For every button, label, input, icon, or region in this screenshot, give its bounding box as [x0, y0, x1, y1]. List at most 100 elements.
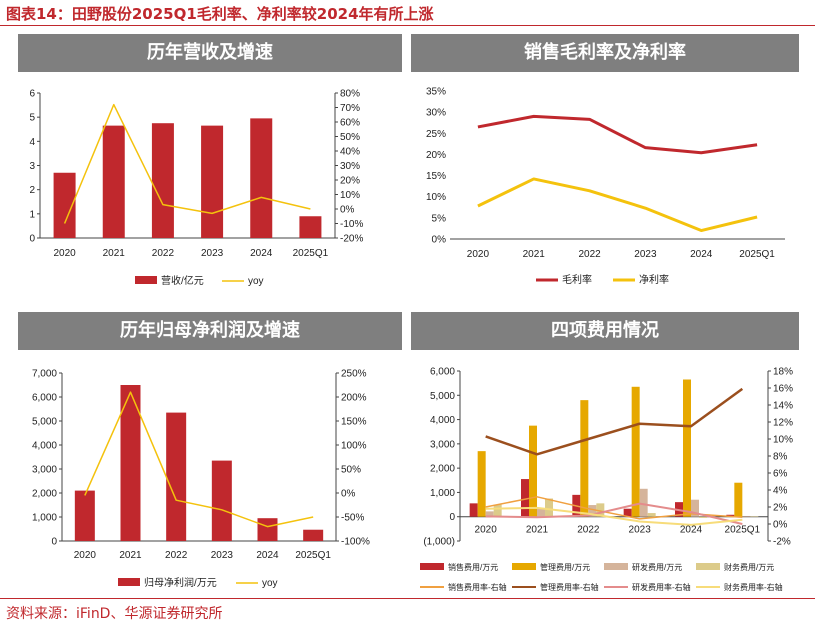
- y2-tick-label: 30%: [340, 161, 360, 172]
- source-note: 资料来源：iFinD、华源证券研究所: [6, 606, 223, 622]
- admin-expense-bar: [734, 482, 743, 517]
- top-rule: [0, 25, 815, 26]
- y-tick-label: 2,000: [430, 464, 455, 475]
- legend-label: 营收/亿元: [161, 274, 204, 287]
- legend-label: 财务费用/万元: [724, 562, 774, 572]
- y-tick-label: 5: [29, 113, 35, 124]
- x-tick-label: 2022: [165, 550, 188, 561]
- y-tick-label: 0%: [432, 235, 447, 246]
- rd-expense-bar: [691, 499, 699, 517]
- y-tick-label: 0: [449, 512, 455, 523]
- y-tick-label: 5%: [432, 213, 447, 224]
- x-tick-label: 2020: [475, 525, 498, 536]
- figure-title: 图表14：田野股份2025Q1毛利率、净利率较2024年有所上涨: [6, 5, 434, 23]
- x-tick-label: 2024: [256, 550, 279, 561]
- y-tick-label: 5,000: [32, 417, 57, 428]
- x-tick-label: 2025Q1: [293, 248, 329, 259]
- admin-rate-line: [485, 387, 744, 456]
- y-tick-label: 5,000: [430, 391, 455, 402]
- yoy-line: [63, 103, 311, 224]
- y2-tick-label: 6%: [773, 469, 788, 480]
- y2-tick-label: 200%: [341, 393, 367, 404]
- y2-tick-label: 0%: [341, 489, 356, 500]
- finance-expense-bar: [699, 516, 707, 518]
- revenue-chart-title: 历年营收及增速: [18, 34, 402, 72]
- legend-swatch: [420, 563, 444, 570]
- profit-bar: [166, 412, 187, 541]
- legend-swatch: [135, 276, 157, 284]
- y2-tick-label: 50%: [340, 132, 360, 143]
- legend-label: yoy: [262, 578, 278, 589]
- y-tick-label: 6,000: [32, 393, 57, 404]
- y-tick-label: 4,000: [32, 441, 57, 452]
- legend-label: 财务费用率-右轴: [724, 582, 783, 592]
- y-tick-label: 1,000: [32, 513, 57, 524]
- y2-tick-label: 2%: [773, 503, 788, 514]
- y-tick-label: 7,000: [32, 369, 57, 380]
- legend-label: 毛利率: [562, 273, 592, 286]
- y2-tick-label: 8%: [773, 452, 788, 463]
- admin-expense-bar: [683, 379, 691, 517]
- y-tick-label: 2,000: [32, 489, 57, 500]
- sales-expense-bar: [521, 479, 529, 517]
- profit-bar: [211, 460, 232, 541]
- y-tick-label: 3,000: [430, 439, 455, 450]
- legend-label: 净利率: [639, 273, 669, 286]
- x-tick-label: 2023: [201, 248, 224, 259]
- legend-label: yoy: [248, 276, 264, 287]
- y2-tick-label: -10%: [340, 219, 363, 230]
- legend-swatch: [118, 578, 140, 586]
- y-tick-label: 20%: [426, 150, 446, 161]
- revenue-bar: [151, 123, 174, 238]
- y2-tick-label: 0%: [340, 205, 355, 216]
- rd-expense-bar: [485, 511, 494, 517]
- y-tick-label: 4: [29, 137, 35, 148]
- x-tick-label: 2022: [577, 525, 600, 536]
- sales-expense-bar: [469, 503, 478, 517]
- y2-tick-label: 16%: [773, 384, 793, 395]
- finance-rate-line: [485, 506, 743, 526]
- legend-swatch: [696, 563, 720, 570]
- finance-expense-bar: [545, 498, 553, 517]
- y2-tick-label: 100%: [341, 441, 367, 452]
- y2-tick-label: 150%: [341, 417, 367, 428]
- admin-expense-bar: [580, 400, 589, 517]
- x-tick-label: 2023: [629, 525, 652, 536]
- admin-expense-bar: [477, 451, 486, 517]
- x-tick-label: 2025Q1: [295, 550, 331, 561]
- x-tick-label: 2025Q1: [739, 249, 775, 260]
- y-tick-label: 25%: [426, 129, 446, 140]
- rd-expense-bar: [639, 488, 648, 517]
- y-tick-label: 3,000: [32, 465, 57, 476]
- revenue-bar: [102, 125, 125, 238]
- y2-tick-label: 10%: [773, 435, 793, 446]
- profit-bar: [74, 490, 95, 541]
- legend-label: 研发费用/万元: [632, 562, 682, 572]
- legend-label: 归母净利润/万元: [144, 576, 217, 589]
- legend-swatch: [604, 563, 628, 570]
- y2-tick-label: 0%: [773, 520, 788, 531]
- y2-tick-label: 60%: [340, 118, 360, 129]
- x-tick-label: 2023: [211, 550, 234, 561]
- y2-tick-label: 40%: [340, 147, 360, 158]
- margin-chart-title: 销售毛利率及净利率: [411, 34, 799, 72]
- rd-expense-bar: [537, 508, 545, 517]
- revenue-bar: [299, 216, 322, 238]
- y2-tick-label: 50%: [341, 465, 361, 476]
- y2-tick-label: 10%: [340, 190, 360, 201]
- x-tick-label: 2023: [634, 249, 657, 260]
- legend-label: 研发费用率-右轴: [632, 582, 691, 592]
- y-tick-label: 0: [29, 234, 35, 245]
- y-tick-label: 6,000: [430, 367, 455, 378]
- legend-label: 管理费用/万元: [540, 562, 590, 572]
- expense-chart-title: 四项费用情况: [411, 312, 799, 350]
- admin-expense-bar: [529, 425, 537, 517]
- finance-expense-bar: [647, 513, 656, 517]
- revenue-bar: [250, 118, 273, 238]
- revenue-bar: [53, 172, 76, 238]
- x-tick-label: 2020: [467, 249, 490, 260]
- y-tick-label: 1: [29, 209, 35, 220]
- x-tick-label: 2025Q1: [725, 525, 761, 536]
- x-tick-label: 2024: [690, 249, 713, 260]
